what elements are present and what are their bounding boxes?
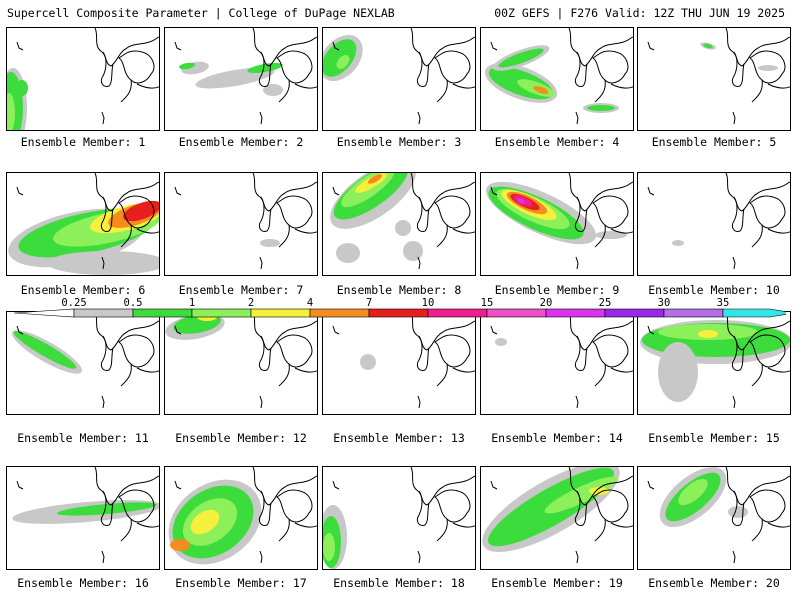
scale-segment <box>722 308 786 318</box>
scale-segment <box>309 308 370 318</box>
map-svg <box>485 173 633 270</box>
ensemble-member-map-4 <box>480 27 634 131</box>
scale-tick-label: 30 <box>657 297 671 309</box>
map-svg <box>168 467 317 565</box>
map-svg <box>647 173 790 270</box>
scale-tick-label: 0.25 <box>61 297 87 309</box>
ensemble-member-label: Ensemble Member: 16 <box>17 576 149 590</box>
map-svg <box>8 173 159 275</box>
ensemble-member-label: Ensemble Member: 9 <box>494 283 620 297</box>
ensemble-member-map-14 <box>480 311 634 415</box>
ensemble-member-label: Ensemble Member: 13 <box>333 431 465 445</box>
header-right-title: 00Z GEFS | F276 Valid: 12Z THU JUN 19 20… <box>494 6 785 20</box>
scale-segment <box>663 308 724 318</box>
scale-tick-label: 20 <box>539 297 553 309</box>
scale-tick-label: 1 <box>188 297 196 309</box>
map-svg <box>640 312 790 409</box>
header-left-title: Supercell Composite Parameter | College … <box>7 6 395 20</box>
ensemble-member-label: Ensemble Member: 14 <box>491 431 623 445</box>
map-svg <box>490 312 633 409</box>
scale-tick-label: 7 <box>365 297 373 309</box>
scale-tick-label: 25 <box>598 297 612 309</box>
map-svg <box>330 173 475 270</box>
map-svg <box>647 467 790 564</box>
ensemble-member-map-8 <box>322 172 476 276</box>
scale-segment <box>250 308 311 318</box>
map-svg <box>323 467 475 569</box>
scale-segment <box>545 308 606 318</box>
map-svg <box>482 467 633 564</box>
ensemble-member-map-1 <box>6 27 160 131</box>
ensemble-member-map-5 <box>637 27 791 131</box>
ensemble-member-map-3 <box>322 27 476 131</box>
ensemble-member-label: Ensemble Member: 15 <box>648 431 780 445</box>
map-svg <box>484 28 633 125</box>
ensemble-member-map-10 <box>637 172 791 276</box>
ensemble-member-map-2 <box>164 27 318 131</box>
ensemble-member-map-18 <box>322 466 476 570</box>
ensemble-member-map-7 <box>164 172 318 276</box>
ensemble-member-label: Ensemble Member: 5 <box>651 135 777 149</box>
scale-segment <box>132 308 193 318</box>
ensemble-member-map-16 <box>6 466 160 570</box>
scale-segment <box>368 308 429 318</box>
ensemble-member-label: Ensemble Member: 1 <box>20 135 146 149</box>
ensemble-member-label: Ensemble Member: 17 <box>175 576 307 590</box>
map-svg <box>7 28 159 130</box>
ensemble-member-label: Ensemble Member: 10 <box>648 283 780 297</box>
scale-tick-label: 0.5 <box>123 297 143 309</box>
ensemble-member-label: Ensemble Member: 2 <box>178 135 304 149</box>
ensemble-member-label: Ensemble Member: 7 <box>178 283 304 297</box>
scale-tick-label: 2 <box>247 297 255 309</box>
ensemble-member-map-11 <box>6 311 160 415</box>
scale-segment <box>604 308 665 318</box>
map-svg <box>165 312 317 409</box>
ensemble-member-label: Ensemble Member: 20 <box>648 576 780 590</box>
ensemble-member-label: Ensemble Member: 19 <box>491 576 623 590</box>
ensemble-member-map-15 <box>637 311 791 415</box>
ensemble-member-label: Ensemble Member: 18 <box>333 576 465 590</box>
map-svg <box>12 467 159 564</box>
scale-tick-label: 10 <box>421 297 435 309</box>
scale-tick-label: 4 <box>306 297 314 309</box>
ensemble-member-label: Ensemble Member: 11 <box>17 431 149 445</box>
color-scale-bar <box>14 308 786 318</box>
ensemble-member-map-20 <box>637 466 791 570</box>
map-svg <box>11 312 159 409</box>
ensemble-member-map-17 <box>164 466 318 570</box>
map-svg <box>332 312 475 409</box>
ensemble-member-map-6 <box>6 172 160 276</box>
scale-tick-label: 15 <box>480 297 494 309</box>
scale-tick-label: 35 <box>716 297 730 309</box>
map-svg <box>323 28 475 125</box>
ensemble-member-label: Ensemble Member: 8 <box>336 283 462 297</box>
scale-segment <box>191 308 252 318</box>
ensemble-member-label: Ensemble Member: 4 <box>494 135 620 149</box>
ensemble-member-label: Ensemble Member: 12 <box>175 431 307 445</box>
scale-segment <box>73 308 134 318</box>
ensemble-member-map-19 <box>480 466 634 570</box>
map-svg <box>647 28 790 125</box>
ensemble-member-label: Ensemble Member: 3 <box>336 135 462 149</box>
scale-segment <box>427 308 488 318</box>
scale-segment <box>486 308 547 318</box>
map-svg <box>174 28 317 125</box>
ensemble-member-map-9 <box>480 172 634 276</box>
ensemble-member-map-13 <box>322 311 476 415</box>
ensemble-member-map-12 <box>164 311 318 415</box>
ensemble-member-label: Ensemble Member: 6 <box>20 283 146 297</box>
map-svg <box>174 173 317 270</box>
